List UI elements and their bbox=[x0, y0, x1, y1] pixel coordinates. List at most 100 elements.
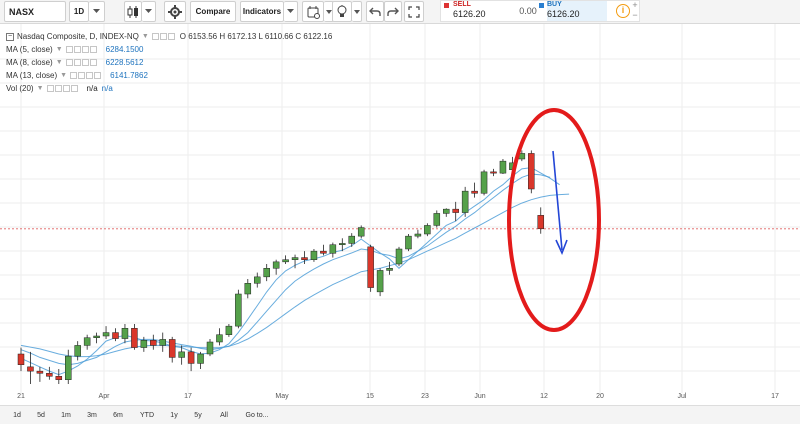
settings-square-icon[interactable] bbox=[65, 59, 73, 66]
alert-icon[interactable] bbox=[302, 1, 324, 22]
time-label: 20 bbox=[596, 393, 604, 400]
candle-up bbox=[206, 341, 214, 355]
candle-down bbox=[452, 208, 459, 213]
candle-up bbox=[83, 337, 91, 346]
lightbulb-icon[interactable] bbox=[332, 1, 352, 22]
candle-up bbox=[282, 259, 289, 263]
sell-marker bbox=[444, 3, 449, 8]
ma5-line bbox=[20, 167, 560, 376]
gear-icon[interactable] bbox=[164, 1, 186, 22]
ma5-value: 6284.1500 bbox=[105, 45, 144, 54]
buy-button[interactable]: BUY 6126.20 bbox=[547, 1, 607, 21]
interval-button[interactable]: 1D bbox=[69, 1, 89, 22]
settings-square-icon[interactable] bbox=[86, 72, 94, 79]
candle-down bbox=[367, 246, 374, 288]
range-3m-button[interactable]: 3m bbox=[87, 411, 97, 419]
range-1y-button[interactable]: 1y bbox=[170, 411, 178, 419]
collapse-icon[interactable]: − bbox=[6, 32, 14, 41]
sell-button[interactable]: SELL 6126.20 bbox=[453, 1, 513, 21]
time-label: 17 bbox=[771, 393, 779, 400]
settings-square-icon[interactable] bbox=[89, 59, 97, 66]
settings-square-icon[interactable] bbox=[70, 85, 78, 92]
caret-down-icon[interactable]: ▼ bbox=[141, 33, 149, 40]
candle-up bbox=[424, 225, 431, 235]
chart-style-caret-icon[interactable] bbox=[142, 1, 156, 22]
settings-square-icon[interactable] bbox=[62, 85, 70, 92]
candle-up bbox=[433, 213, 441, 226]
undo-icon[interactable] bbox=[366, 1, 384, 22]
range-1m-button[interactable]: 1m bbox=[61, 411, 71, 419]
settings-square-icon[interactable] bbox=[167, 33, 175, 40]
candle-up bbox=[121, 328, 129, 339]
candle-up bbox=[414, 233, 422, 237]
candle-up bbox=[291, 257, 299, 260]
candle-down bbox=[528, 153, 535, 190]
settings-square-icon[interactable] bbox=[65, 46, 73, 53]
zoom-in-icon[interactable]: + bbox=[632, 0, 638, 10]
candle-up bbox=[461, 190, 469, 213]
compare-button[interactable]: Compare bbox=[190, 1, 236, 22]
candle-down bbox=[36, 370, 44, 374]
candlestick-icon[interactable] bbox=[124, 1, 142, 22]
info-icon[interactable]: i bbox=[616, 4, 630, 18]
candle-down bbox=[187, 351, 195, 364]
candle-up bbox=[140, 340, 148, 348]
annotation-arrowhead bbox=[555, 239, 568, 256]
caret-down-icon[interactable]: ▼ bbox=[60, 72, 68, 79]
candle-down bbox=[301, 257, 308, 260]
candle-up bbox=[65, 355, 72, 380]
candle-down bbox=[131, 328, 138, 348]
settings-square-icon[interactable] bbox=[46, 85, 54, 92]
caret-down-icon[interactable]: ▼ bbox=[55, 59, 63, 66]
candle-down bbox=[471, 190, 478, 194]
goto-date-button[interactable]: Go to... bbox=[245, 411, 269, 419]
sell-price: 6126.20 bbox=[453, 9, 486, 19]
candle-up bbox=[254, 276, 261, 284]
settings-square-icon[interactable] bbox=[159, 33, 167, 40]
caret-down-icon[interactable] bbox=[89, 1, 105, 22]
redo-icon[interactable] bbox=[384, 1, 402, 22]
ma8-value: 6228.5612 bbox=[105, 58, 144, 67]
time-label: May bbox=[275, 393, 289, 400]
legend-ohlc: O 6153.56 H 6172.13 L 6110.66 C 6122.16 bbox=[179, 32, 333, 41]
settings-square-icon[interactable] bbox=[73, 46, 81, 53]
time-label: 15 bbox=[366, 393, 374, 400]
price-chart[interactable] bbox=[0, 24, 800, 393]
zoom-out-icon[interactable]: − bbox=[632, 10, 638, 20]
ma13-line bbox=[20, 193, 570, 358]
ideas-caret-icon[interactable] bbox=[352, 1, 362, 22]
settings-square-icon[interactable] bbox=[89, 46, 97, 53]
settings-square-icon[interactable] bbox=[54, 85, 62, 92]
legend-ma5-row: MA (5, close) ▼ 6284.1500 bbox=[6, 43, 332, 56]
range-ytd-button[interactable]: YTD bbox=[140, 411, 154, 419]
candle-up bbox=[499, 160, 507, 174]
time-label: 12 bbox=[540, 393, 548, 400]
range-1d-button[interactable]: 1d bbox=[13, 411, 21, 419]
candle-down bbox=[490, 171, 497, 174]
settings-square-icon[interactable] bbox=[78, 72, 86, 79]
ma13-label: MA (13, close) bbox=[6, 71, 58, 80]
caret-down-icon[interactable]: ▼ bbox=[36, 85, 44, 92]
settings-square-icon[interactable] bbox=[94, 72, 102, 79]
legend-ma8-row: MA (8, close) ▼ 6228.5612 bbox=[6, 56, 332, 69]
range-5d-button[interactable]: 5d bbox=[37, 411, 45, 419]
indicators-button[interactable]: Indicators bbox=[240, 1, 284, 22]
indicators-caret-icon[interactable] bbox=[284, 1, 298, 22]
candle-up bbox=[376, 270, 384, 293]
ma13-value: 6141.7862 bbox=[110, 71, 148, 80]
settings-square-icon[interactable] bbox=[81, 46, 89, 53]
range-6m-button[interactable]: 6m bbox=[113, 411, 123, 419]
time-label: Jun bbox=[474, 393, 486, 400]
range-all-button[interactable]: All bbox=[220, 411, 228, 419]
settings-square-icon[interactable] bbox=[70, 72, 78, 79]
settings-square-icon[interactable] bbox=[151, 33, 159, 40]
symbol-search-input[interactable]: NASX bbox=[4, 1, 66, 22]
candle-up bbox=[395, 248, 403, 265]
annotation-arrow bbox=[552, 150, 563, 251]
fullscreen-icon[interactable] bbox=[404, 1, 424, 22]
range-5y-button[interactable]: 5y bbox=[194, 411, 202, 419]
legend-main-row: − Nasdaq Composite, D, INDEX-NQ ▼ O 6153… bbox=[6, 30, 332, 43]
settings-square-icon[interactable] bbox=[81, 59, 89, 66]
caret-down-icon[interactable]: ▼ bbox=[55, 46, 63, 53]
settings-square-icon[interactable] bbox=[73, 59, 81, 66]
